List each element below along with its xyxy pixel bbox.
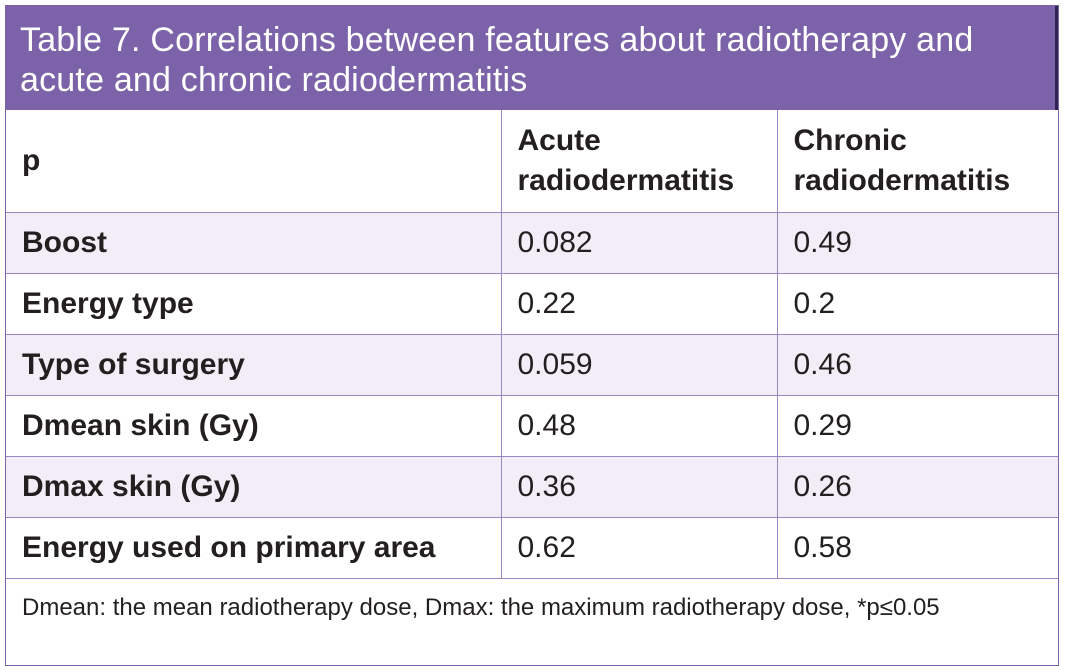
header-chronic-radiodermatitis: Chronic radiodermatitis bbox=[776, 110, 1058, 213]
table-row: Energy used on primary area 0.62 0.58 bbox=[6, 517, 1058, 578]
header-acute-radiodermatitis: Acute radiodermatitis bbox=[500, 110, 777, 213]
feature-cell: Boost bbox=[6, 212, 501, 274]
feature-cell: Dmean skin (Gy) bbox=[6, 395, 501, 457]
chronic-p-cell: 0.29 bbox=[776, 395, 1058, 457]
header-row: p Acute radiodermatitis Chronic radioder… bbox=[6, 110, 1058, 213]
chronic-p-cell: 0.2 bbox=[776, 273, 1058, 335]
table-row: Dmean skin (Gy) 0.48 0.29 bbox=[6, 395, 1058, 457]
table-row: Dmax skin (Gy) 0.36 0.26 bbox=[6, 456, 1058, 518]
feature-cell: Energy type bbox=[6, 273, 501, 335]
feature-cell: Type of surgery bbox=[6, 334, 501, 396]
acute-p-cell: 0.22 bbox=[500, 273, 777, 335]
table-row: Energy type 0.22 0.2 bbox=[6, 273, 1058, 335]
chronic-p-cell: 0.46 bbox=[776, 334, 1058, 396]
header-p: p bbox=[6, 110, 501, 213]
table-footnote: Dmean: the mean radiotherapy dose, Dmax:… bbox=[6, 578, 1058, 666]
chronic-p-cell: 0.26 bbox=[776, 456, 1058, 518]
correlation-table-figure: Table 7. Correlations between features a… bbox=[5, 5, 1059, 666]
acute-p-cell: 0.62 bbox=[500, 517, 777, 578]
table-row: Boost 0.082 0.49 bbox=[6, 212, 1058, 274]
acute-p-cell: 0.059 bbox=[500, 334, 777, 396]
feature-cell: Dmax skin (Gy) bbox=[6, 456, 501, 518]
table-row: Type of surgery 0.059 0.46 bbox=[6, 334, 1058, 396]
feature-cell: Energy used on primary area bbox=[6, 517, 501, 578]
acute-p-cell: 0.36 bbox=[500, 456, 777, 518]
acute-p-cell: 0.48 bbox=[500, 395, 777, 457]
chronic-p-cell: 0.58 bbox=[776, 517, 1058, 578]
chronic-p-cell: 0.49 bbox=[776, 212, 1058, 274]
correlation-table: p Acute radiodermatitis Chronic radioder… bbox=[6, 110, 1058, 578]
table-title: Table 7. Correlations between features a… bbox=[6, 6, 1058, 110]
acute-p-cell: 0.082 bbox=[500, 212, 777, 274]
